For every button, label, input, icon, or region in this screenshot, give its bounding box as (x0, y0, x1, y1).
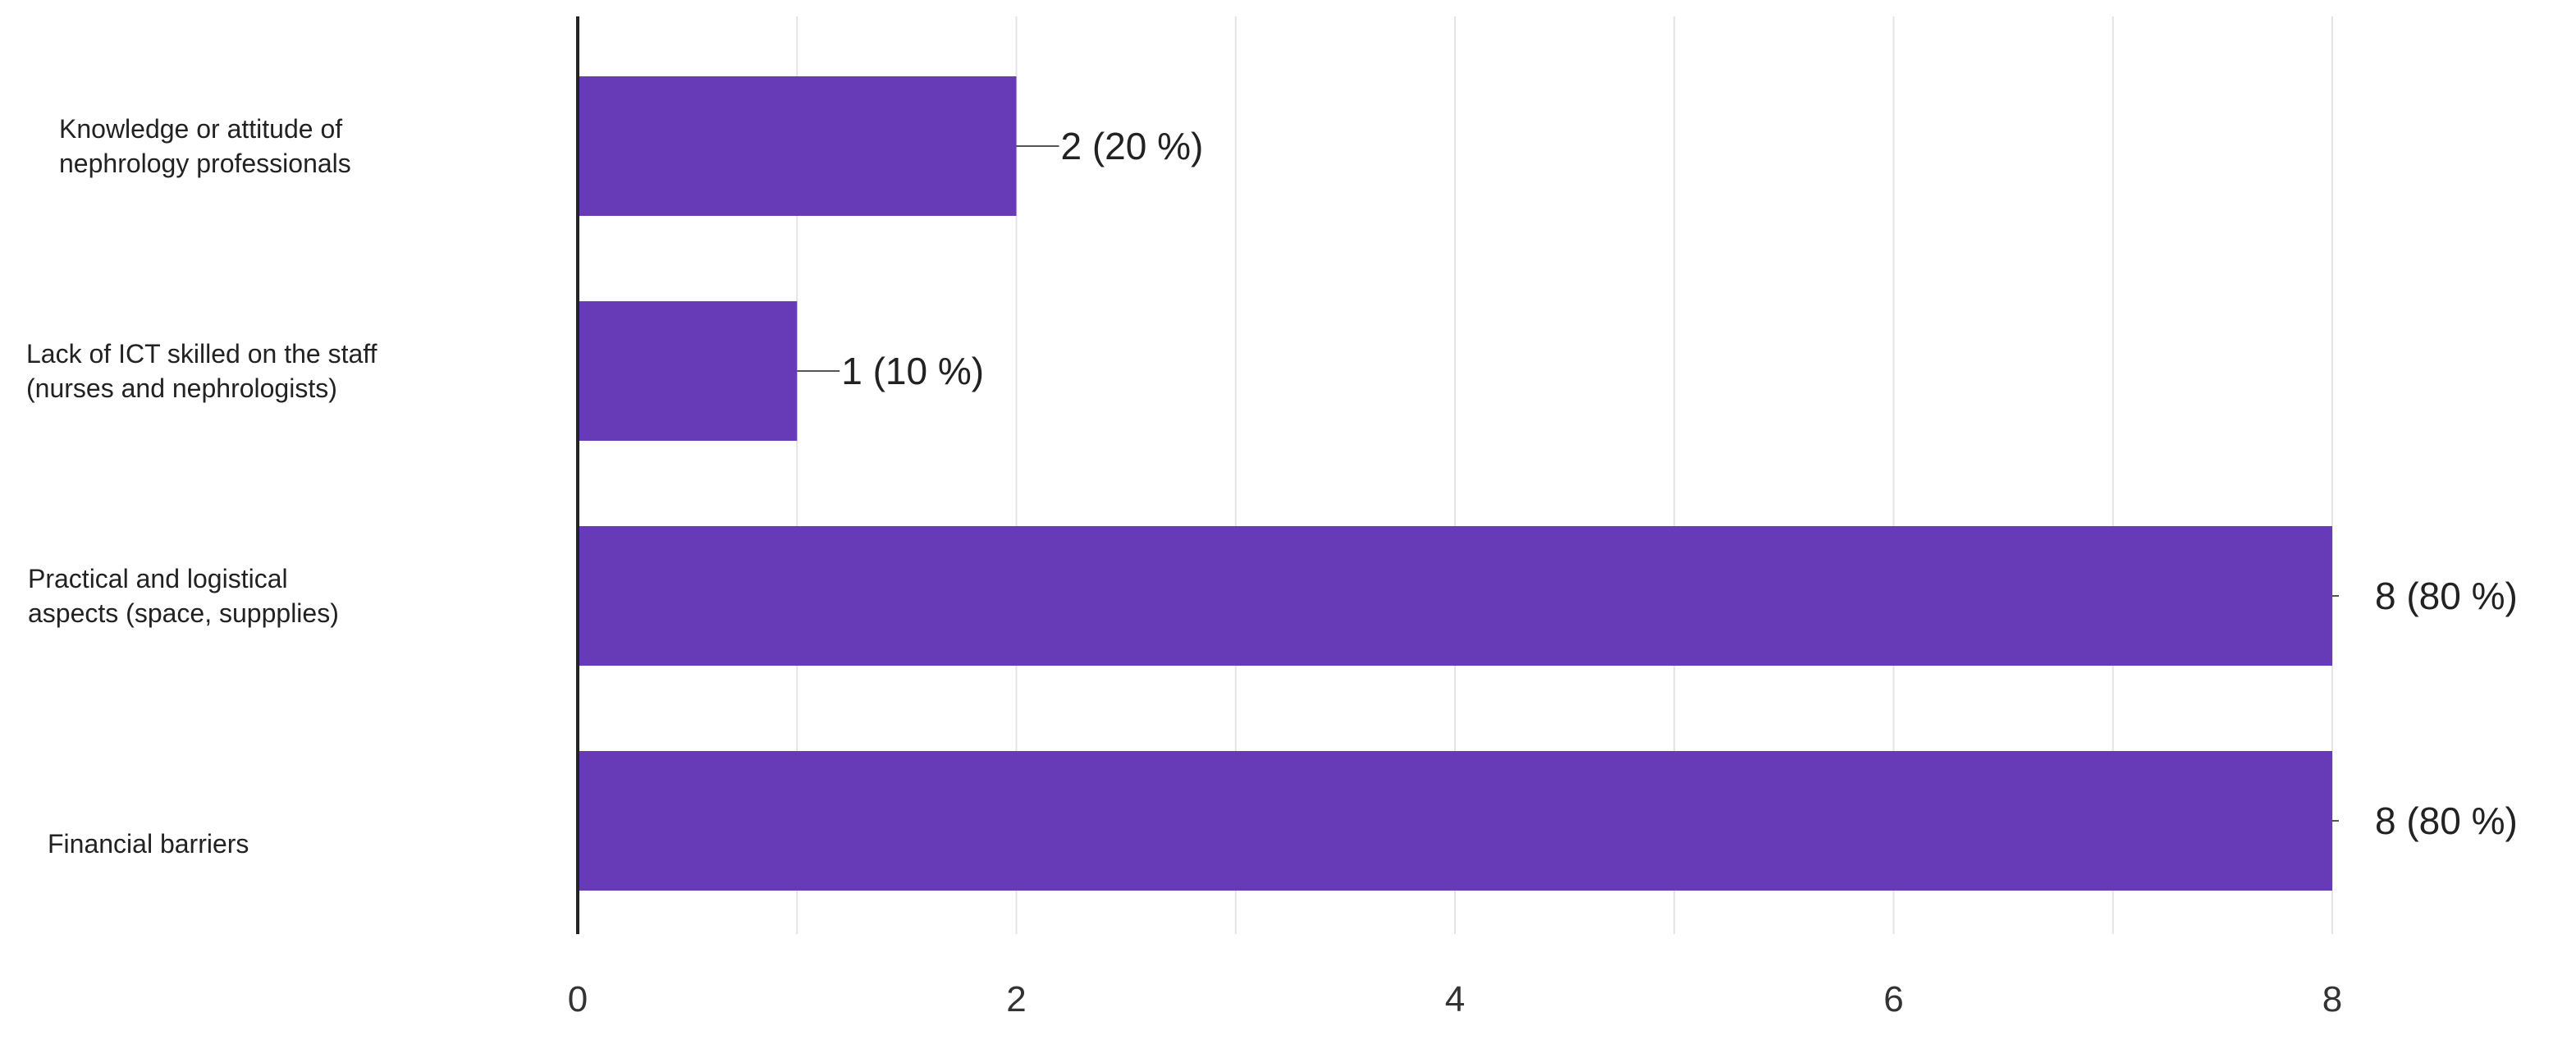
data-label: 8 (80 %) (2375, 575, 2518, 617)
category-label: Financial barriers (48, 829, 249, 859)
x-tick-label: 6 (1883, 979, 1903, 1019)
bar (578, 301, 798, 441)
bar (578, 526, 2332, 666)
data-label: 8 (80 %) (2375, 799, 2518, 842)
category-label: Lack of ICT skilled on the staff (nurses … (26, 339, 377, 403)
bars (578, 76, 2332, 891)
data-label: 1 (10 %) (841, 350, 984, 392)
x-tick-labels: 0 2 4 6 8 (568, 979, 2342, 1019)
x-tick-label: 0 (568, 979, 588, 1019)
category-label: Knowledge or attitude of nephrology profe… (59, 114, 351, 178)
bar (578, 76, 1017, 216)
category-labels: Knowledge or attitude of nephrology profe… (26, 114, 377, 859)
x-tick-label: 4 (1445, 979, 1465, 1019)
x-tick-label: 2 (1006, 979, 1026, 1019)
x-tick-label: 8 (2322, 979, 2342, 1019)
data-labels: 2 (20 %) 1 (10 %) 8 (80 %) 8 (80 %) (841, 125, 2518, 842)
data-label: 2 (20 %) (1061, 125, 1204, 167)
bar (578, 751, 2332, 891)
category-label: Practical and logistical aspects (space, … (28, 564, 339, 628)
data-label-leaders (797, 145, 2339, 822)
